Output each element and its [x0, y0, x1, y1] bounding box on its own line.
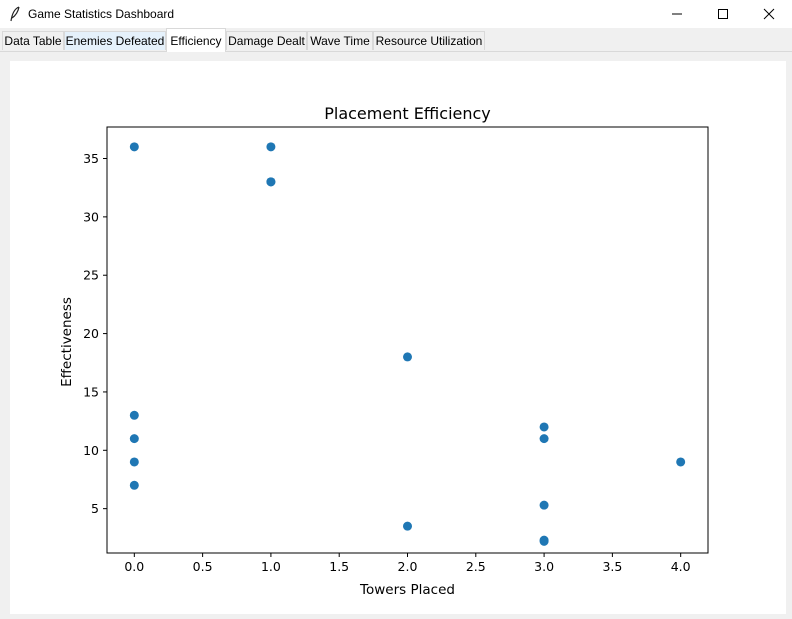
y-tick-label: 25 [83, 268, 99, 283]
data-point [539, 422, 549, 432]
x-tick-label: 0.5 [193, 559, 213, 574]
x-tick-label: 1.5 [329, 559, 349, 574]
x-tick-label: 0.0 [124, 559, 144, 574]
data-point [129, 434, 139, 444]
y-tick-label: 30 [83, 209, 99, 224]
data-point [539, 536, 549, 546]
x-tick-label: 2.0 [398, 559, 418, 574]
data-point [266, 177, 276, 187]
y-tick-label: 20 [83, 326, 99, 341]
plot-area [106, 126, 709, 554]
y-axis: 5 10 15 20 25 30 35 [83, 151, 107, 516]
close-button[interactable] [746, 0, 792, 28]
tab-resource-utilization[interactable]: Resource Utilization [373, 31, 485, 50]
x-tick-label: 1.0 [261, 559, 281, 574]
y-tick-label: 35 [83, 151, 99, 166]
scatter-chart: Placement Efficiency 0.0 0.5 1.0 1.5 2.0 2.5 3… [59, 104, 709, 598]
data-point [676, 457, 686, 467]
data-point [403, 521, 412, 531]
chart-panel: Placement Efficiency 0.0 0.5 1.0 1.5 2.0 2.5 3… [10, 61, 786, 614]
minimize-button[interactable] [654, 0, 700, 28]
tab-label: Data Table [4, 34, 62, 48]
window-title: Game Statistics Dashboard [28, 7, 175, 21]
data-point [129, 480, 139, 490]
x-axis: 0.0 0.5 1.0 1.5 2.0 2.5 3.0 3.5 4.0 [124, 553, 691, 574]
x-tick-label: 3.0 [534, 559, 554, 574]
y-tick-label: 10 [83, 443, 99, 458]
tab-label: Resource Utilization [375, 34, 483, 48]
tab-bar: Data Table Enemies Defeated Efficiency D… [0, 28, 792, 52]
data-point [129, 142, 139, 152]
tab-label: Wave Time [310, 34, 370, 48]
data-points [129, 142, 686, 546]
tab-label: Damage Dealt [228, 34, 305, 48]
feather-icon [10, 6, 20, 22]
tab-damage-dealt[interactable]: Damage Dealt [226, 31, 307, 50]
data-point [266, 142, 276, 152]
x-tick-label: 4.0 [671, 559, 691, 574]
tab-wave-time[interactable]: Wave Time [307, 31, 373, 50]
data-point [129, 457, 139, 467]
minimize-icon [672, 13, 682, 15]
maximize-icon [718, 9, 728, 19]
x-axis-label: Towers Placed [359, 582, 455, 598]
maximize-button[interactable] [700, 0, 746, 28]
close-icon [763, 8, 775, 20]
tab-efficiency[interactable]: Efficiency [166, 28, 226, 52]
tab-label: Enemies Defeated [65, 34, 165, 48]
tab-data-table[interactable]: Data Table [2, 31, 64, 50]
x-tick-label: 3.5 [602, 559, 622, 574]
data-point [539, 500, 549, 510]
y-axis-label: Effectiveness [59, 297, 75, 387]
x-tick-label: 2.5 [466, 559, 486, 574]
tab-enemies-defeated[interactable]: Enemies Defeated [64, 31, 166, 50]
chart-title: Placement Efficiency [324, 104, 491, 123]
y-tick-label: 5 [91, 501, 99, 516]
tab-label: Efficiency [170, 33, 222, 48]
data-point [129, 410, 139, 420]
data-point [539, 434, 549, 444]
data-point [403, 352, 412, 362]
y-tick-label: 15 [83, 384, 99, 399]
title-bar: Game Statistics Dashboard [0, 0, 792, 28]
